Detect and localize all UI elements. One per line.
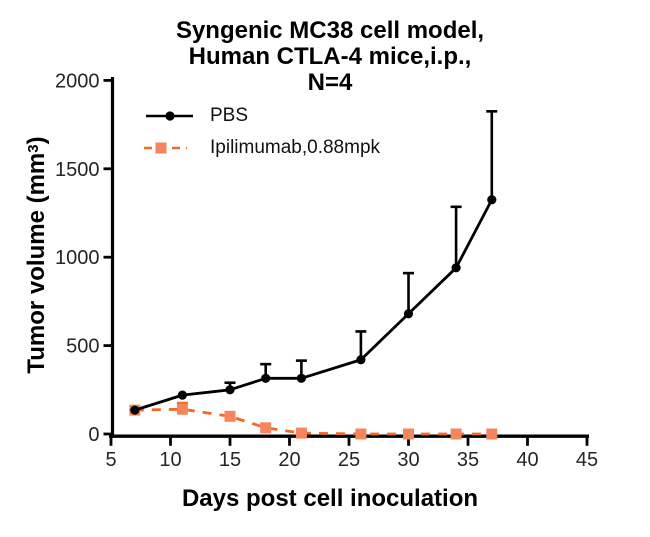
axes [109,77,589,438]
pbs-point [356,355,366,365]
ipilimumab-point [403,428,414,440]
x-tick-label: 5 [105,449,116,471]
pbs-point [296,373,306,383]
x-tick-label: 45 [576,449,598,471]
chart-title-line2: Human CTLA-4 mice,i.p., [188,43,472,70]
pbs-point [225,385,235,395]
x-tick-label: 35 [457,449,479,471]
legend-item-pbs: PBS [143,105,249,126]
x-tick-label: 40 [516,449,538,471]
x-tick-label: 25 [338,449,360,471]
ipilimumab-point [260,422,272,434]
legend-label-pbs: PBS [210,105,249,126]
x-tick-label: 20 [278,449,300,471]
pbs-line [134,199,494,412]
x-tick-label: 10 [159,449,181,471]
ipilimumab-line [134,407,492,436]
pbs-legend-marker-icon [146,111,193,121]
pbs-point [261,373,271,383]
ipilimumab-point [176,403,188,415]
ipilimumab-legend-marker-icon [144,142,187,154]
pbs-point [487,195,497,205]
y-axis-title: Tumor volume (mm3) [17,125,51,385]
y-tick-label: 2000 [55,70,100,92]
x-tick-label: 15 [219,449,241,471]
y-tick-label: 1500 [55,159,100,181]
y-axis-ticks: 0 500 1000 1500 2000 [55,70,111,446]
pbs-point [451,263,461,273]
y-axis-title-close-paren: ) [23,136,50,145]
pbs-point [177,390,187,400]
x-axis-ticks: 5 10 15 20 25 30 35 40 45 [105,437,598,471]
ipilimumab-point [450,428,462,440]
ipilimumab-point [355,428,367,440]
y-axis-title-text: Tumor volume (mm [23,152,50,374]
pbs-point [130,405,140,415]
chart-title-line3: N=4 [307,69,353,96]
y-tick-label: 1000 [55,247,100,269]
legend-item-ipilimumab: Ipilimumab,0.88mpk [143,137,381,158]
chart-title-line1: Syngenic MC38 cell model, [175,17,485,44]
x-tick-label: 30 [397,449,419,471]
chart-title: Syngenic MC38 cell model, Human CTLA-4 m… [105,18,555,96]
legend-label-ipilimumab: Ipilimumab,0.88mpk [210,137,381,158]
ipilimumab-point [295,427,307,439]
y-tick-label: 500 [66,336,99,358]
ipilimumab-point [486,428,498,440]
data-series [129,110,498,440]
ipilimumab-point [224,410,236,422]
x-axis-title: Days post cell inoculation [181,485,479,512]
y-axis-title-superscript: 3 [25,144,42,153]
y-tick-label: 0 [88,424,99,446]
pbs-point [403,309,414,319]
